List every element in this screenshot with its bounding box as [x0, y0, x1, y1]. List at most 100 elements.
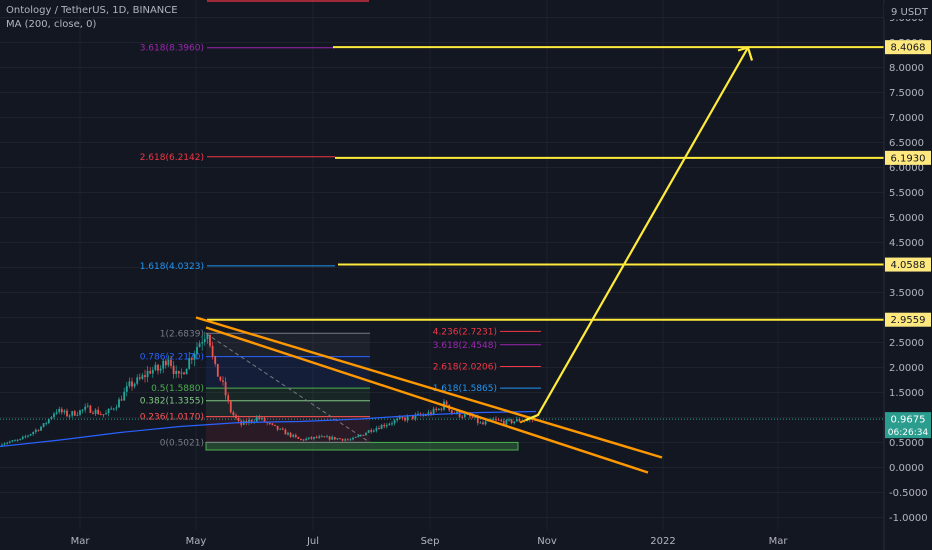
- fib-extension-label: 1.618(4.0323): [140, 262, 204, 272]
- candle-body: [404, 417, 406, 421]
- y-tick-label: 1.5000: [889, 388, 924, 399]
- candle-body: [190, 358, 193, 360]
- candle-body: [305, 438, 308, 441]
- candle-body: [320, 436, 323, 438]
- candle-body: [185, 368, 188, 375]
- target-price-label: 2.9559: [891, 315, 926, 326]
- candle-body: [235, 415, 237, 419]
- candle-body: [73, 411, 76, 416]
- y-tick-label: 0.5000: [889, 438, 924, 449]
- candle-body: [144, 375, 146, 378]
- candle-body: [47, 418, 50, 424]
- candle-body: [261, 417, 263, 419]
- candle-body: [209, 334, 211, 346]
- candle-body: [380, 424, 383, 430]
- candle-body: [276, 425, 279, 430]
- candle-body: [58, 408, 61, 413]
- candle-body: [440, 408, 443, 410]
- candle-body: [372, 430, 375, 432]
- target-price-label: 6.1930: [891, 153, 926, 164]
- candle-body: [3, 443, 6, 445]
- candle-body: [175, 370, 178, 375]
- candle-body: [352, 437, 354, 440]
- candle-body: [180, 372, 183, 374]
- x-tick-label: 2022: [650, 536, 675, 547]
- candle-body: [214, 356, 217, 364]
- candle-body: [461, 416, 464, 418]
- candle-body: [336, 438, 339, 440]
- y-tick-label: 7.0000: [889, 113, 924, 124]
- candle-body: [107, 408, 110, 414]
- candle-body: [430, 412, 432, 415]
- countdown-label: 06:26:34: [888, 428, 929, 438]
- price-axis[interactable]: 9.50009.00008.50008.00007.50007.00006.50…: [883, 0, 932, 550]
- candle-body: [255, 417, 258, 422]
- candle-body: [24, 436, 27, 438]
- candle-body: [232, 412, 235, 416]
- moving-average-group: [0, 410, 537, 448]
- candle-body: [34, 429, 37, 433]
- candle-body: [333, 436, 336, 440]
- candle-body: [99, 414, 102, 416]
- candle-body: [357, 435, 360, 437]
- candle-body: [495, 419, 497, 421]
- candle-body: [513, 421, 516, 424]
- candle-body: [227, 395, 230, 402]
- fib-small-label: 2.618(2.0206): [433, 362, 497, 372]
- candle-body: [149, 370, 152, 374]
- fib-retracement-label: 0.236(1.0170): [140, 413, 204, 423]
- candle-body: [406, 415, 409, 421]
- candle-body: [411, 415, 414, 419]
- candle-body: [510, 419, 513, 424]
- candle-body: [385, 425, 388, 427]
- candle-body: [281, 428, 284, 430]
- y-tick-label: 6.5000: [889, 138, 924, 149]
- fib-retracement-label: 0.786(2.2170): [140, 353, 204, 363]
- candle-body: [279, 428, 282, 430]
- x-tick-label: Mar: [769, 536, 789, 547]
- candle-body: [14, 440, 16, 442]
- candle-body: [229, 401, 232, 413]
- candle-body: [362, 434, 365, 436]
- candle-body: [297, 436, 300, 439]
- candle-body: [203, 339, 206, 343]
- candle-body: [27, 435, 29, 437]
- candle-body: [6, 442, 9, 444]
- candle-body: [435, 408, 438, 411]
- candle-body: [424, 415, 427, 417]
- candle-body: [300, 438, 302, 440]
- candle-body: [318, 436, 321, 438]
- y-tick-label: 2.5000: [889, 338, 924, 349]
- candle-body: [71, 411, 74, 416]
- candle-body: [437, 408, 440, 411]
- candle-body: [164, 360, 167, 366]
- candle-body: [508, 419, 510, 421]
- candle-body: [222, 380, 224, 382]
- fib-extension-label: 3.618(8.3960): [140, 44, 204, 54]
- candle-body: [224, 381, 227, 396]
- trendline-upper: [195, 316, 663, 459]
- target-price-tag: [885, 257, 931, 272]
- candle-body: [450, 410, 453, 413]
- candle-body: [154, 364, 157, 371]
- candle-body: [219, 376, 222, 381]
- candle-body: [344, 439, 347, 441]
- candle-body: [105, 413, 107, 415]
- indicator-title: MA (200, close, 0): [6, 19, 97, 30]
- candle-body: [349, 439, 352, 441]
- candle-body: [378, 428, 380, 430]
- candle-body: [271, 423, 274, 425]
- time-axis[interactable]: Mar May Jul Sep Nov 2022 Mar: [71, 536, 789, 547]
- target-price-tag: [885, 312, 931, 327]
- candle-body: [167, 359, 170, 366]
- target-price-tag: [885, 150, 931, 165]
- candle-body: [159, 368, 162, 371]
- candle-body: [50, 417, 53, 419]
- candle-body: [125, 386, 128, 392]
- candle-body: [518, 418, 521, 422]
- candle-body: [346, 439, 349, 441]
- target-price-label: 8.4068: [891, 43, 926, 54]
- candle-body: [479, 422, 482, 424]
- candle-body: [118, 399, 120, 408]
